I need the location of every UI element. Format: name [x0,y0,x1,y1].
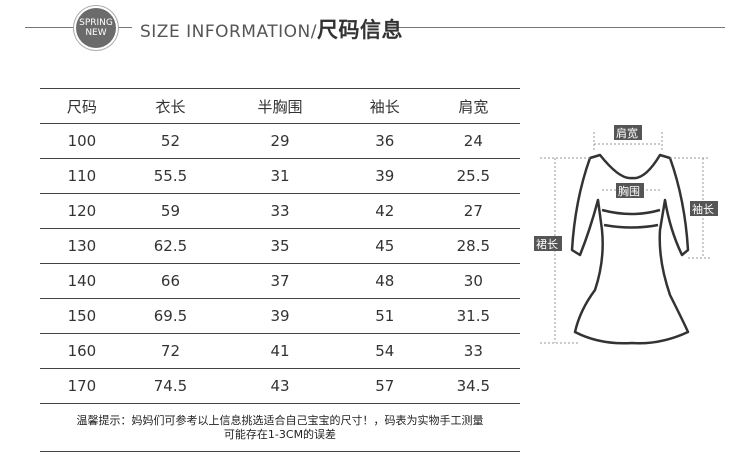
table-cell: 衣长 [123,88,218,124]
note-divider [40,451,520,452]
table-cell: 29 [217,123,343,159]
label-shoulder: 肩宽 [616,126,638,140]
table-cell: 54 [342,333,427,369]
table-cell: 24 [426,123,520,159]
table-cell: 72 [123,333,218,369]
header-line-right [390,27,725,28]
table-cell: 52 [123,123,218,159]
table-cell: 33 [426,333,520,369]
dress-measurement-diagram: 肩宽 胸围 袖长 裙长 [534,125,718,345]
table-cell: 69.5 [123,298,218,334]
table-cell: 130 [40,228,124,264]
table-cell: 41 [217,333,343,369]
table-cell: 39 [217,298,343,334]
table-row: 160 72 41 54 33 [40,333,520,369]
table-row: 100 52 29 36 24 [40,123,520,159]
table-cell: 120 [40,193,124,229]
table-cell: 48 [342,263,427,299]
table-row: 170 74.5 43 57 34.5 [40,368,520,404]
table-cell: 半胸围 [217,88,343,124]
table-cell: 肩宽 [426,88,520,124]
table-cell: 100 [40,123,124,159]
table-cell: 170 [40,368,124,404]
table-cell: 34.5 [426,368,520,404]
table-cell: 33 [217,193,343,229]
table-cell: 36 [342,123,427,159]
table-header-row: 尺码 衣长 半胸围 袖长 肩宽 [40,88,520,124]
table-row: 130 62.5 35 45 28.5 [40,228,520,264]
header-line-left [25,27,75,28]
table-cell: 28.5 [426,228,520,264]
table-row: 150 69.5 39 51 31.5 [40,298,520,334]
spring-new-badge: SPRING NEW [76,8,116,48]
table-cell: 30 [426,263,520,299]
table-cell: 45 [342,228,427,264]
table-cell: 55.5 [123,158,218,194]
table-cell: 66 [123,263,218,299]
table-cell: 43 [217,368,343,404]
table-row: 120 59 33 42 27 [40,193,520,229]
header-line-mid [118,27,132,28]
table-cell: 140 [40,263,124,299]
table-cell: 37 [217,263,343,299]
table-cell: 42 [342,193,427,229]
page-title: SIZE INFORMATION/尺码信息 [140,18,403,42]
table-cell: 31.5 [426,298,520,334]
table-cell: 35 [217,228,343,264]
table-cell: 74.5 [123,368,218,404]
table-cell: 57 [342,368,427,404]
size-note: 温馨提示：妈妈们可参考以上信息挑选适合自己宝宝的尺寸！，码表为实物手工测量 可能存… [76,414,484,441]
table-cell: 39 [342,158,427,194]
table-row: 110 55.5 31 39 25.5 [40,158,520,194]
table-cell: 62.5 [123,228,218,264]
label-sleeve: 袖长 [692,202,714,216]
table-cell: 160 [40,333,124,369]
size-table: 尺码 衣长 半胸围 袖长 肩宽 100 52 29 36 24 110 55.5 31 39 25.5 120… [40,88,520,404]
table-cell: 59 [123,193,218,229]
table-cell: 尺码 [40,88,124,124]
table-cell: 150 [40,298,124,334]
label-length: 裙长 [536,238,558,251]
table-cell: 31 [217,158,343,194]
table-cell: 51 [342,298,427,334]
table-row: 140 66 37 48 30 [40,263,520,299]
label-chest: 胸围 [618,184,640,198]
table-cell: 25.5 [426,158,520,194]
table-cell: 27 [426,193,520,229]
table-cell: 110 [40,158,124,194]
table-cell: 袖长 [342,88,427,124]
